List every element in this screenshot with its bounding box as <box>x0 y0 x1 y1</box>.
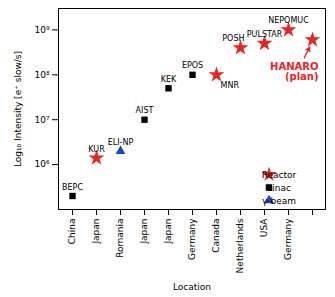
svg-text:Japan: Japan <box>139 219 149 245</box>
svg-text:10⁶: 10⁶ <box>34 159 49 169</box>
svg-text:Japan: Japan <box>91 219 101 245</box>
svg-text:10⁸: 10⁸ <box>34 70 49 80</box>
svg-text:10⁹: 10⁹ <box>34 25 49 35</box>
svg-text:Japan: Japan <box>163 219 173 245</box>
svg-text:ELI-NP: ELI-NP <box>108 138 134 147</box>
svg-text:China: China <box>67 219 77 245</box>
svg-text:KUR: KUR <box>88 145 105 154</box>
svg-text:Linac: Linac <box>267 183 291 193</box>
svg-text:KEK: KEK <box>161 75 177 84</box>
svg-text:MNR: MNR <box>221 81 240 90</box>
svg-text:Location: Location <box>173 282 211 292</box>
svg-text:AIST: AIST <box>136 106 154 115</box>
svg-text:Netherlands: Netherlands <box>235 218 245 273</box>
svg-text:EPOS: EPOS <box>182 61 203 70</box>
svg-text:Log₁₀ Intensity [e⁺ slow/s]: Log₁₀ Intensity [e⁺ slow/s] <box>13 51 23 167</box>
svg-text:Canada: Canada <box>211 219 221 253</box>
svg-text:POSH: POSH <box>222 34 244 43</box>
svg-text:Germany: Germany <box>187 218 197 260</box>
svg-text:Reactor: Reactor <box>262 170 297 180</box>
svg-text:10⁷: 10⁷ <box>34 115 49 125</box>
svg-text:PULSTAR: PULSTAR <box>247 30 283 39</box>
svg-text:γ-beam: γ-beam <box>262 196 296 206</box>
svg-text:NEPOMUC: NEPOMUC <box>268 16 309 25</box>
svg-text:BEPC: BEPC <box>62 183 83 192</box>
svg-text:Romania: Romania <box>115 219 125 258</box>
svg-text:USA: USA <box>259 218 269 237</box>
svg-text:HANARO(plan): HANARO(plan) <box>270 61 318 82</box>
svg-text:Germany: Germany <box>283 218 293 260</box>
